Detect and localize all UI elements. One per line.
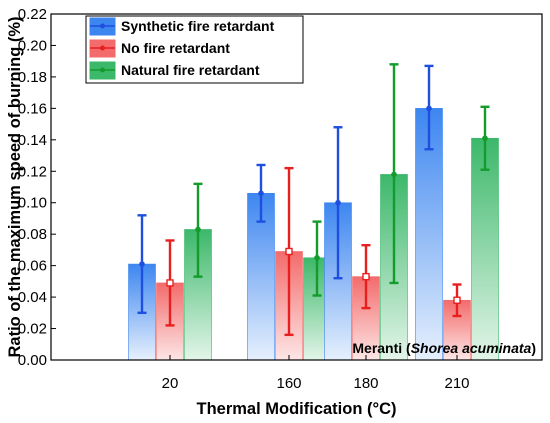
legend-label: Synthetic fire retardant	[121, 18, 275, 34]
x-axis-title: Thermal Modification (°C)	[196, 400, 396, 418]
legend-swatch-marker	[100, 23, 105, 29]
bars-layer	[128, 108, 499, 361]
mean-marker	[362, 272, 370, 281]
y-axis-title: Ratio of the maximum speed of burning (%…	[6, 16, 24, 357]
legend-swatch-marker	[100, 67, 105, 73]
legend-swatch-marker	[100, 45, 105, 51]
y-tick-label: 0.02	[18, 321, 47, 338]
mean-marker	[314, 254, 320, 261]
legend-label: Natural fire retardant	[121, 62, 260, 78]
annotation: Meranti (Shorea acuminata)	[352, 340, 536, 356]
error-bars-layer	[137, 63, 490, 337]
y-tick-label: 0.12	[18, 163, 47, 180]
mean-marker	[166, 279, 174, 287]
chart-annotation: Meranti (Shorea acuminata)	[352, 340, 536, 356]
annotation-suffix: )	[531, 340, 536, 356]
mean-marker	[258, 190, 264, 197]
legend-box	[85, 15, 304, 84]
bar	[471, 137, 499, 361]
y-tick-label: 0.04	[18, 289, 47, 306]
mean-marker	[195, 226, 201, 233]
x-tick-label: 160	[276, 375, 301, 392]
y-tick-label: 0.10	[18, 195, 47, 212]
x-tick-label: 180	[353, 375, 378, 392]
mean-marker	[453, 296, 461, 304]
annotation-prefix: Meranti (	[352, 340, 411, 356]
y-tick-label: 0.16	[18, 100, 47, 117]
y-tick-label: 0.08	[18, 226, 47, 243]
x-tick-label: 20	[162, 375, 179, 392]
y-tick-label: 0.22	[18, 6, 47, 23]
y-tick-label: 0.00	[18, 352, 47, 369]
legend-label: No fire retardant	[121, 40, 230, 56]
y-tick-label: 0.18	[18, 69, 47, 86]
legend: Synthetic fire retardant No fire retardan…	[85, 15, 304, 84]
mean-marker	[426, 105, 432, 112]
mean-marker	[335, 199, 341, 206]
mean-marker	[139, 261, 145, 267]
y-tick-label: 0.06	[18, 258, 47, 275]
y-axis: 0.00 0.02 0.04 0.06 0.08 0.10 0.12 0.14 0.16 0.18…	[18, 6, 56, 369]
annotation-species: Shorea acuminata	[411, 340, 532, 356]
x-axis: 20 160 180 210	[162, 355, 470, 392]
y-tick-label: 0.14	[18, 132, 47, 149]
mean-marker	[482, 135, 488, 142]
mean-marker	[285, 247, 293, 256]
plot-frame	[50, 13, 543, 361]
y-tick-label: 0.20	[18, 37, 47, 54]
mean-marker	[391, 171, 397, 178]
x-tick-label: 210	[444, 375, 469, 392]
